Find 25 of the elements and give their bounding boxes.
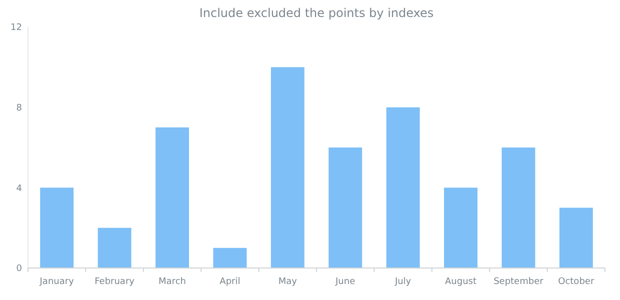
y-tick-label: 8 (16, 103, 22, 114)
x-tick-label: September (494, 277, 544, 287)
bar (386, 107, 420, 268)
bar (328, 148, 362, 268)
chart-title: Include excluded the points by indexes (199, 6, 434, 20)
bar (213, 248, 247, 268)
x-tick-label: July (394, 277, 412, 287)
bar (559, 208, 593, 268)
x-tick-label: October (558, 277, 594, 287)
y-tick-label: 0 (16, 264, 22, 274)
x-tick-label: March (158, 277, 186, 287)
x-tick-label: January (38, 277, 75, 287)
y-tick-label: 12 (10, 23, 22, 34)
x-tick-label: August (445, 277, 477, 287)
x-tick-label: February (94, 277, 136, 287)
x-tick-label: May (278, 277, 298, 287)
bar (270, 67, 304, 268)
bar (156, 127, 189, 268)
bar (40, 188, 74, 268)
x-tick-label: April (220, 277, 240, 287)
bar (98, 228, 132, 268)
x-tick-label: June (334, 277, 356, 287)
bar (502, 148, 536, 268)
y-tick-label: 4 (16, 184, 22, 194)
bar (444, 188, 478, 268)
